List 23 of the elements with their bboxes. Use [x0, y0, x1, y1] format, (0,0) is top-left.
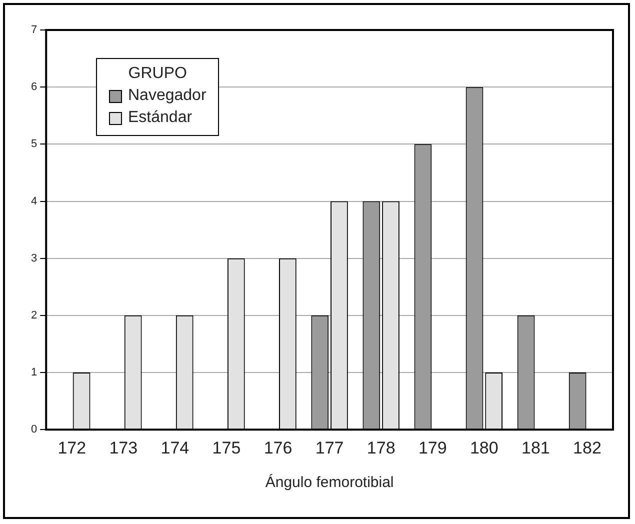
x-tick-label: 178 — [366, 438, 396, 458]
x-tick-label: 172 — [58, 438, 86, 458]
y-tick-label: 5 — [30, 138, 38, 150]
legend-label: Navegador — [128, 87, 206, 105]
x-tick-label: 176 — [264, 438, 292, 458]
legend-title: GRUPO — [127, 65, 188, 83]
y-tick-label: 4 — [30, 195, 38, 208]
x-tick-label: 177 — [315, 438, 344, 458]
x-tick-label: 179 — [418, 438, 447, 458]
x-tick-label: 181 — [522, 438, 550, 458]
x-tick-label: 173 — [109, 438, 138, 458]
y-tick-label: 1 — [30, 366, 38, 379]
legend-label: Estándar — [128, 109, 192, 127]
x-tick-label: 182 — [573, 438, 602, 458]
x-axis-title: Ángulo femorotibial — [265, 473, 394, 492]
y-tick-label: 2 — [30, 309, 38, 322]
y-tick-label: 6 — [30, 81, 38, 94]
y-tick-label: 7 — [30, 24, 38, 36]
x-tick-label: 175 — [212, 438, 241, 458]
y-tick-label: 0 — [30, 424, 38, 436]
x-tick-label: 180 — [470, 438, 498, 458]
x-tick-label: 174 — [160, 438, 190, 458]
y-tick-label: 3 — [30, 252, 38, 264]
